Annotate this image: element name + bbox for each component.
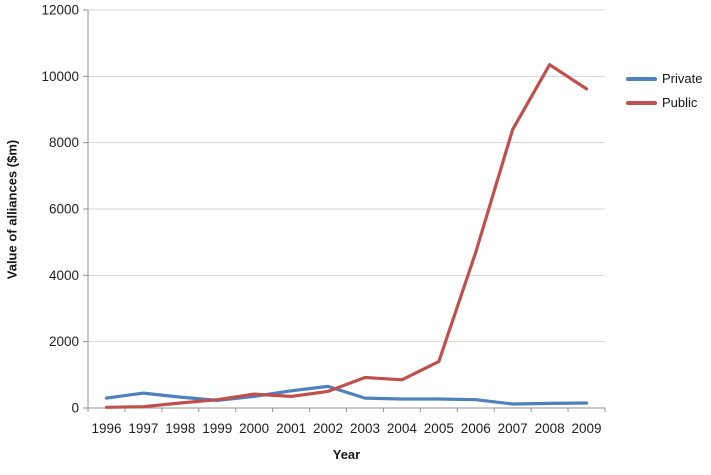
y-tick-label: 4000 xyxy=(49,268,79,283)
x-tick-label: 1999 xyxy=(202,421,232,436)
y-tick-label: 6000 xyxy=(49,202,79,217)
x-tick-label: 2005 xyxy=(424,421,454,436)
series-line-public xyxy=(104,63,589,409)
y-tick-label: 8000 xyxy=(49,135,79,150)
y-axis-title: Value of alliances ($m) xyxy=(4,139,20,280)
x-tick-label: 2000 xyxy=(239,421,269,436)
legend: Private Public xyxy=(626,71,702,110)
x-axis-title: Year xyxy=(332,447,361,462)
legend-item-public: Public xyxy=(626,95,702,110)
x-tick-label: 2007 xyxy=(498,421,528,436)
x-tick-label: 1998 xyxy=(165,421,195,436)
y-tick-label: 0 xyxy=(71,401,79,416)
legend-item-private: Private xyxy=(626,71,702,86)
x-tick-label: 2002 xyxy=(313,421,343,436)
x-tick-label: 1997 xyxy=(128,421,158,436)
public-line-swatch xyxy=(626,100,657,105)
x-tick-label: 2006 xyxy=(461,421,491,436)
y-tick-label: 10000 xyxy=(41,69,79,84)
x-tick-label: 2001 xyxy=(276,421,306,436)
legend-label-public: Public xyxy=(662,95,698,110)
x-tick-label: 2004 xyxy=(387,421,418,436)
y-tick-label: 12000 xyxy=(41,3,79,18)
x-tick-label: 1996 xyxy=(91,421,121,436)
private-line-swatch xyxy=(626,76,657,81)
y-tick-label: 2000 xyxy=(49,334,79,349)
x-tick-label: 2009 xyxy=(572,421,602,436)
series-line-private xyxy=(104,384,589,406)
x-tick-label: 2003 xyxy=(350,421,380,436)
x-tick-label: 2008 xyxy=(535,421,565,436)
legend-label-private: Private xyxy=(662,71,703,86)
